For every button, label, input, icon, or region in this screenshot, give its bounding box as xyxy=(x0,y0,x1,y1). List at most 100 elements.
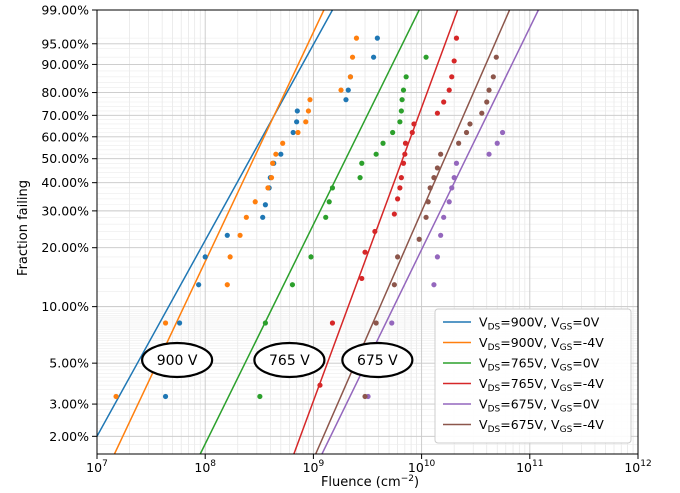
data-point-series-6 xyxy=(373,320,379,326)
data-point-series-3 xyxy=(399,97,405,103)
x-tick-label: 109 xyxy=(303,459,325,475)
data-point-series-5 xyxy=(389,320,395,326)
y-tick-label: 10.00% xyxy=(41,299,89,314)
data-point-series-2 xyxy=(243,214,249,220)
data-point-series-1 xyxy=(370,54,377,60)
data-point-series-3 xyxy=(380,140,386,146)
data-point-series-4 xyxy=(398,175,404,181)
data-points xyxy=(113,35,506,400)
data-point-series-6 xyxy=(394,254,401,260)
data-point-series-5 xyxy=(441,214,447,220)
y-tick-label: 99.00% xyxy=(41,3,89,18)
data-point-series-1 xyxy=(262,202,268,208)
fit-line-series-3 xyxy=(199,10,420,454)
x-tick-label: 107 xyxy=(86,459,108,475)
x-tick-label: 1011 xyxy=(516,459,543,475)
legend-entry-label: VDS=765V, VGS=0V xyxy=(479,356,600,374)
data-point-series-5 xyxy=(431,282,437,288)
data-point-series-5 xyxy=(451,175,457,181)
data-point-series-5 xyxy=(453,160,460,166)
data-point-series-1 xyxy=(260,214,266,220)
y-tick-label: 5.00% xyxy=(49,356,89,371)
y-tick-label: 2.00% xyxy=(49,429,89,444)
data-point-series-6 xyxy=(484,99,490,105)
data-point-series-1 xyxy=(294,108,300,114)
data-point-series-2 xyxy=(268,175,275,181)
data-point-series-4 xyxy=(394,196,401,202)
annotation-ellipse xyxy=(141,341,214,379)
data-point-series-2 xyxy=(295,129,301,136)
data-point-series-4 xyxy=(359,275,365,282)
y-tick-label: 60.00% xyxy=(41,129,89,144)
data-point-series-1 xyxy=(177,320,183,326)
data-point-series-6 xyxy=(467,121,473,127)
fit-line-series-5 xyxy=(321,10,540,454)
y-axis-label: Fraction failing xyxy=(16,180,31,276)
data-point-series-4 xyxy=(402,140,409,146)
data-point-series-2 xyxy=(273,151,279,157)
legend-entry-label: VDS=675V, VGS=-4V xyxy=(479,417,604,435)
fit-line-series-1 xyxy=(97,10,334,437)
data-point-series-2 xyxy=(237,232,243,238)
data-point-series-1 xyxy=(162,393,169,400)
data-point-series-1 xyxy=(345,87,351,93)
data-point-series-1 xyxy=(202,254,208,260)
x-tick-label: 108 xyxy=(194,459,216,475)
data-point-series-4 xyxy=(441,99,447,105)
legend-entry-label: VDS=900V, VGS=0V xyxy=(479,315,600,333)
data-point-series-2 xyxy=(353,35,360,41)
x-axis-label: Fluence (cm−2) xyxy=(321,474,419,490)
data-point-series-1 xyxy=(196,282,202,288)
data-point-series-2 xyxy=(224,282,230,288)
data-point-series-6 xyxy=(463,129,470,136)
data-point-series-6 xyxy=(416,236,422,242)
data-point-series-6 xyxy=(431,175,437,181)
data-point-series-6 xyxy=(490,74,496,80)
data-point-series-3 xyxy=(359,160,365,166)
annotation-label: 900 V xyxy=(157,353,198,369)
data-point-series-1 xyxy=(224,232,230,238)
data-point-series-5 xyxy=(434,254,441,260)
data-point-series-1 xyxy=(290,129,296,136)
legend-entry-label: VDS=675V, VGS=0V xyxy=(479,397,600,415)
legend: VDS=900V, VGS=0V VDS=900V, VGS=-4V VDS=765… xyxy=(434,308,632,444)
data-point-series-4 xyxy=(453,35,460,41)
y-tick-label: 50.00% xyxy=(41,151,89,166)
y-tick-label: 95.00% xyxy=(41,36,89,51)
voltage-annotations: 900 V 765 V 675 V xyxy=(141,341,414,379)
data-point-series-3 xyxy=(390,129,396,136)
data-point-series-6 xyxy=(486,87,492,93)
data-point-series-4 xyxy=(409,129,415,136)
data-point-series-6 xyxy=(434,165,441,171)
data-point-series-4 xyxy=(372,228,378,235)
data-point-series-2 xyxy=(265,185,271,191)
data-point-series-2 xyxy=(270,160,276,166)
data-point-series-2 xyxy=(162,320,169,326)
data-point-series-5 xyxy=(438,232,444,238)
data-point-series-2 xyxy=(227,254,233,260)
y-tick-label: 70.00% xyxy=(41,108,89,123)
data-point-series-6 xyxy=(493,54,499,60)
data-point-series-6 xyxy=(362,393,368,400)
data-point-series-4 xyxy=(397,185,403,191)
data-point-series-2 xyxy=(349,54,356,60)
data-point-series-4 xyxy=(329,320,336,326)
legend-box xyxy=(434,308,632,444)
data-point-series-3 xyxy=(403,74,409,80)
annotation-ellipse xyxy=(341,341,414,379)
annotation-label: 675 V xyxy=(357,353,398,369)
fit-line-series-2 xyxy=(113,10,325,454)
fit-line-series-6 xyxy=(315,10,511,454)
y-tick-label: 3.00% xyxy=(49,397,89,412)
data-point-series-3 xyxy=(289,282,296,288)
data-point-series-6 xyxy=(391,282,397,288)
data-point-series-3 xyxy=(262,320,268,326)
data-point-series-3 xyxy=(423,54,429,60)
data-point-series-4 xyxy=(400,160,407,166)
data-point-series-5 xyxy=(449,185,455,191)
data-point-series-3 xyxy=(329,185,336,191)
data-point-series-6 xyxy=(456,140,462,146)
data-point-series-3 xyxy=(308,254,314,260)
data-point-series-2 xyxy=(280,140,286,146)
data-point-series-4 xyxy=(451,58,457,64)
